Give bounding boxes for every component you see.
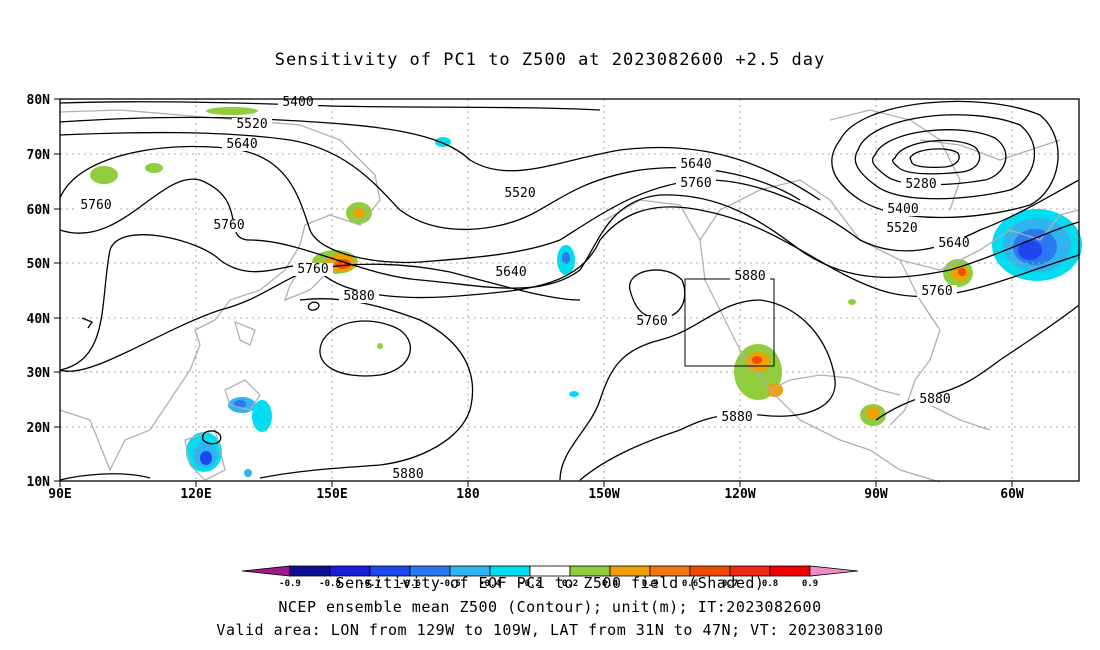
contour-label: 5760: [213, 218, 244, 233]
colorbar-label: 0.5: [642, 579, 658, 589]
lat-label: 60N: [27, 203, 51, 218]
colorbar-label: 0.8: [762, 579, 778, 589]
footer-valid-area: Valid area: LON from 129W to 109W, LAT f…: [216, 621, 884, 639]
contour-label-bg: [232, 118, 272, 131]
colorbar-label: 0.6: [682, 579, 698, 589]
contour-label-bg: [934, 237, 974, 250]
contour-label-bg: [917, 285, 957, 298]
contour-label: 5640: [495, 265, 526, 280]
contour-label: 5640: [226, 137, 257, 152]
colorbar-right-arrow: [809, 565, 859, 577]
footer-contour-info: NCEP ensemble mean Z500 (Contour); unit(…: [278, 598, 822, 616]
contour-label-bg: [717, 411, 757, 424]
lat-label: 40N: [27, 312, 51, 327]
contour-label: 5520: [886, 221, 917, 236]
colorbar-label: -0.9: [279, 579, 301, 589]
z500-contours: [59, 100, 1080, 481]
contour-label: 5880: [392, 467, 423, 482]
lon-label: 120W: [724, 487, 755, 502]
contour-label-bg: [76, 199, 116, 212]
lat-label: 70N: [27, 148, 51, 163]
contour-label-bg: [901, 178, 941, 191]
colorbar: -0.9 -0.8 -0.7 -0.6 -0.5 -0.4 -0.2 0.2 0.4 0.5 0.6…: [241, 565, 859, 589]
contour-label-bg: [293, 263, 333, 276]
lon-label: 180: [456, 487, 480, 502]
contour-label-bg: [676, 158, 716, 171]
colorbar-title: Sensitivity of EOF PC1 to Z500 field (Sh…: [335, 574, 765, 592]
valid-area-box: [684, 278, 775, 367]
contour-label-bg: [491, 266, 531, 279]
colorbar-label: -0.2: [519, 579, 541, 589]
map-frame: [59, 98, 1080, 482]
contour-label: 5760: [80, 198, 111, 213]
contour-label: 5880: [343, 289, 374, 304]
lon-label: 90W: [864, 487, 888, 502]
colorbar-label: -0.7: [359, 579, 381, 589]
colorbar-label: -0.6: [399, 579, 421, 589]
contour-label: 5520: [504, 186, 535, 201]
contour-label-bg: [632, 315, 672, 328]
contour-label: 5880: [919, 392, 950, 407]
contour-label-bg: [882, 222, 922, 235]
contour-label-bg: [730, 270, 770, 283]
chart-title: Sensitivity of PC1 to Z500 at 2023082600…: [274, 50, 826, 70]
contour-label: 5760: [636, 314, 667, 329]
colorbar-label: -0.5: [439, 579, 461, 589]
contour-label: 5760: [680, 176, 711, 191]
lon-label: 90E: [48, 487, 71, 502]
colorbar-label: 0.4: [602, 579, 619, 589]
contour-label-group: 5400 5520 5640 5760 5760 5760 5520 5640 5760 5640…: [76, 95, 974, 482]
colorbar-label: 0.2: [562, 579, 578, 589]
contour-label-bg: [676, 177, 716, 190]
contour-label: 5400: [282, 95, 313, 110]
contour-label: 5760: [921, 284, 952, 299]
contour-label-bg: [222, 138, 262, 151]
contour-label-bg: [339, 290, 379, 303]
contour-label-bg: [388, 468, 428, 481]
contour-label: 5880: [721, 410, 752, 425]
tick-marks: [54, 98, 1013, 487]
lon-tick-labels: 90E 120E 150E 180 150W 120W 90W 60W: [48, 487, 1024, 502]
contour-label-bg: [883, 203, 923, 216]
lat-label: 50N: [27, 257, 51, 272]
contour-label: 5280: [905, 177, 936, 192]
contour-label-bg: [915, 393, 955, 406]
contour-label-bg: [500, 187, 540, 200]
contour-label-bg: [209, 219, 249, 232]
lat-label: 20N: [27, 421, 51, 436]
contour-label: 5880: [734, 269, 765, 284]
contour-label: 5760: [297, 262, 328, 277]
colorbar-label: 0.9: [802, 579, 818, 589]
lon-label: 120E: [180, 487, 211, 502]
contour-label: 5520: [236, 117, 267, 132]
colorbar-label: -0.4: [479, 579, 501, 589]
lat-tick-labels: 80N 70N 60N 50N 40N 30N 20N 10N: [27, 93, 51, 490]
contour-label: 5640: [938, 236, 969, 251]
lat-label: 80N: [27, 93, 51, 108]
lon-label: 150E: [316, 487, 347, 502]
lon-label: 150W: [588, 487, 619, 502]
lat-label: 10N: [27, 475, 51, 490]
colorbar-label: -0.8: [319, 579, 341, 589]
lon-label: 60W: [1000, 487, 1024, 502]
colorbar-label: 0.7: [722, 579, 738, 589]
contour-label: 5400: [887, 202, 918, 217]
lat-label: 30N: [27, 366, 51, 381]
contour-label: 5640: [680, 157, 711, 172]
